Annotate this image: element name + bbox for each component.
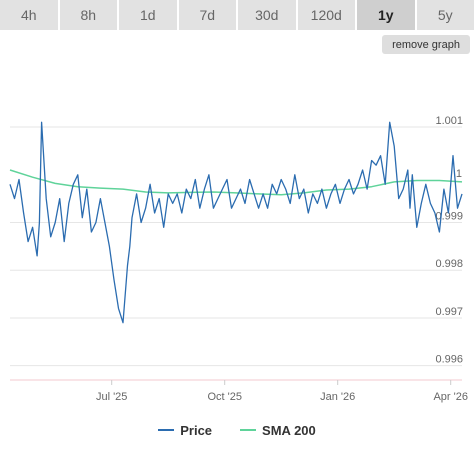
legend-item-sma[interactable]: SMA 200 <box>240 420 316 440</box>
chart-legend: Price SMA 200 <box>0 420 474 440</box>
chart-gridlines <box>10 126 462 385</box>
price-series-line <box>9 121 463 324</box>
tab-4h[interactable]: 4h <box>0 0 58 30</box>
y-tick-label: 0.996 <box>435 354 463 366</box>
tab-7d[interactable]: 7d <box>178 0 236 30</box>
chart-axis-labels: 1.001 0.999 0.998 0.997 0.996 1 Jul '25 Oct '25… <box>96 115 468 403</box>
tab-120d[interactable]: 120d <box>297 0 355 30</box>
x-tick-label: Apr '26 <box>433 391 468 403</box>
y-tick-label: 0.997 <box>435 306 463 318</box>
x-tick-label: Jul '25 <box>96 391 127 403</box>
tab-5y[interactable]: 5y <box>416 0 474 30</box>
legend-label-price: Price <box>180 422 213 438</box>
x-tick-label: Oct '25 <box>207 391 242 403</box>
y-tick-label: 0.999 <box>435 211 463 223</box>
sma-series-line <box>9 169 463 196</box>
timeframe-tabs: 4h 8h 1d 7d 30d 120d 1y 5y <box>0 0 474 30</box>
tab-1y[interactable]: 1y <box>357 0 415 30</box>
sma-line-swatch-icon <box>240 429 257 431</box>
y-extra-label: 1 <box>456 168 462 180</box>
tab-8h[interactable]: 8h <box>59 0 117 30</box>
remove-graph-button[interactable]: remove graph <box>382 35 470 54</box>
price-line-swatch-icon <box>158 429 175 431</box>
legend-label-sma: SMA 200 <box>262 422 316 438</box>
x-tick-label: Jan '26 <box>320 391 355 403</box>
y-tick-label: 1.001 <box>435 115 463 127</box>
tab-30d[interactable]: 30d <box>238 0 296 30</box>
y-tick-label: 0.998 <box>435 258 463 270</box>
chart-series <box>9 121 463 324</box>
price-chart: 1.001 0.999 0.998 0.997 0.996 1 Jul '25 Oct '25… <box>9 115 468 403</box>
legend-item-price[interactable]: Price <box>158 420 212 440</box>
tab-1d[interactable]: 1d <box>119 0 177 30</box>
